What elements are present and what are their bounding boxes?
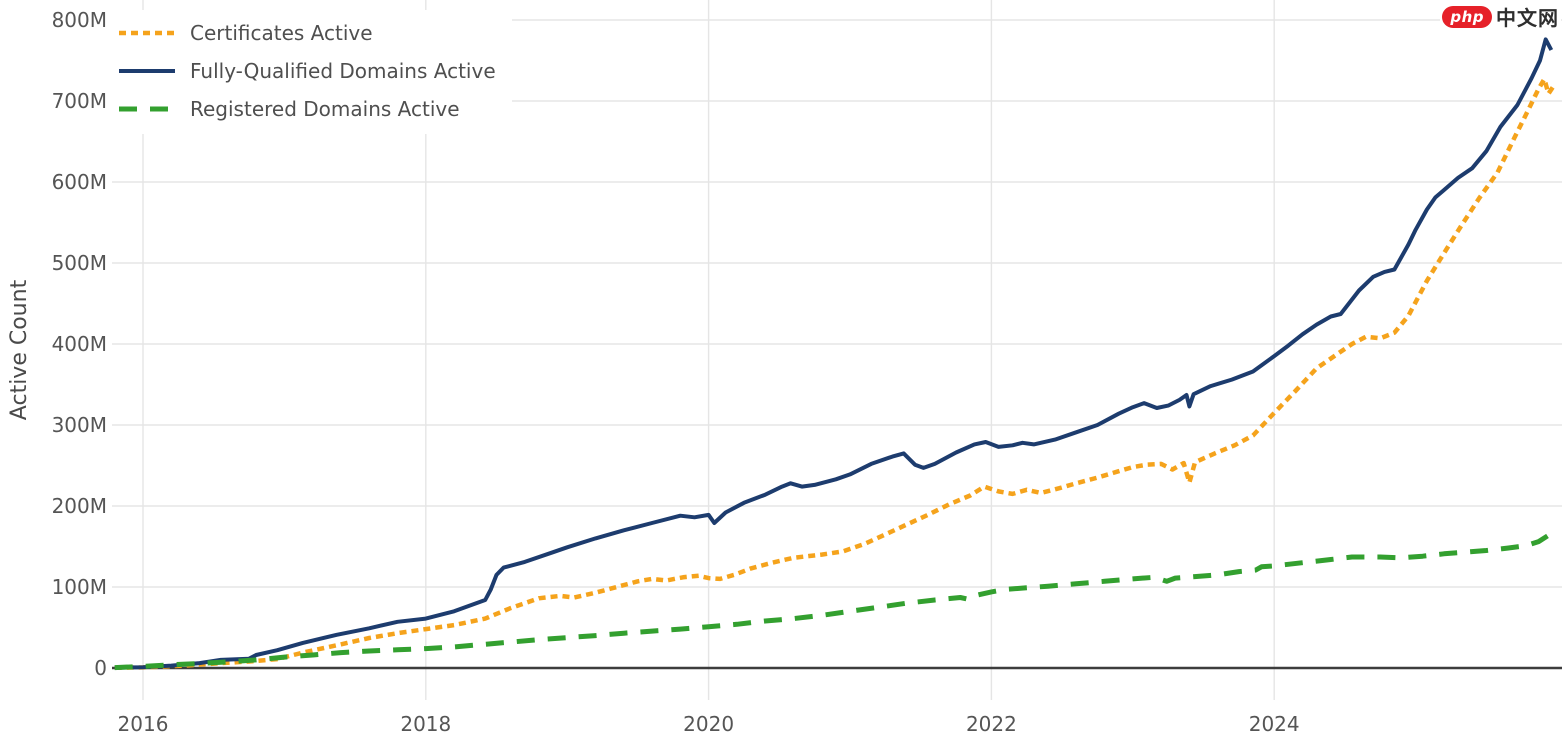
x-tick-label-2018: 2018 — [400, 712, 451, 736]
x-axis-tick-labels: 2016 2018 2020 2022 2024 — [118, 712, 1300, 736]
php-logo-badge-icon: php — [1442, 5, 1492, 28]
site-logo-text: 中文网 — [1496, 6, 1559, 30]
dotted-line-swatch-icon — [119, 30, 175, 36]
dashed-line-swatch-icon — [119, 106, 175, 112]
y-tick-label-200M: 200M — [52, 494, 107, 518]
x-tick-label-2022: 2022 — [966, 712, 1017, 736]
solid-line-swatch-icon — [119, 69, 175, 73]
y-tick-label-0: 0 — [94, 656, 107, 680]
y-tick-label-700M: 700M — [52, 89, 107, 113]
y-tick-label-100M: 100M — [52, 575, 107, 599]
y-axis-title: Active Count — [7, 279, 32, 420]
legend-label: Fully-Qualified Domains Active — [190, 59, 496, 83]
site-logo[interactable]: php 中文网 — [1440, 2, 1561, 31]
legend-item-fully-qualified-domains-active[interactable]: Fully-Qualified Domains Active — [118, 52, 496, 90]
y-tick-label-500M: 500M — [52, 251, 107, 275]
y-tick-label-600M: 600M — [52, 170, 107, 194]
legend-item-certificates-active[interactable]: Certificates Active — [118, 14, 496, 52]
legend-item-registered-domains-active[interactable]: Registered Domains Active — [118, 90, 496, 128]
x-tick-label-2016: 2016 — [118, 712, 169, 736]
legend-label: Certificates Active — [190, 21, 373, 45]
legend-label: Registered Domains Active — [190, 97, 460, 121]
y-tick-label-300M: 300M — [52, 413, 107, 437]
y-tick-label-800M: 800M — [52, 8, 107, 32]
y-tick-label-400M: 400M — [52, 332, 107, 356]
x-tick-label-2020: 2020 — [683, 712, 734, 736]
x-tick-label-2024: 2024 — [1249, 712, 1300, 736]
line-registered-domains-active — [114, 532, 1552, 671]
chart-legend: Certificates Active Fully-Qualified Doma… — [112, 10, 512, 134]
y-axis-tick-labels: 0 100M 200M 300M 400M 500M 600M 700M 800M — [52, 8, 107, 680]
line-fully-qualified-domains-active — [114, 37, 1554, 670]
line-certificates-active — [114, 76, 1555, 671]
